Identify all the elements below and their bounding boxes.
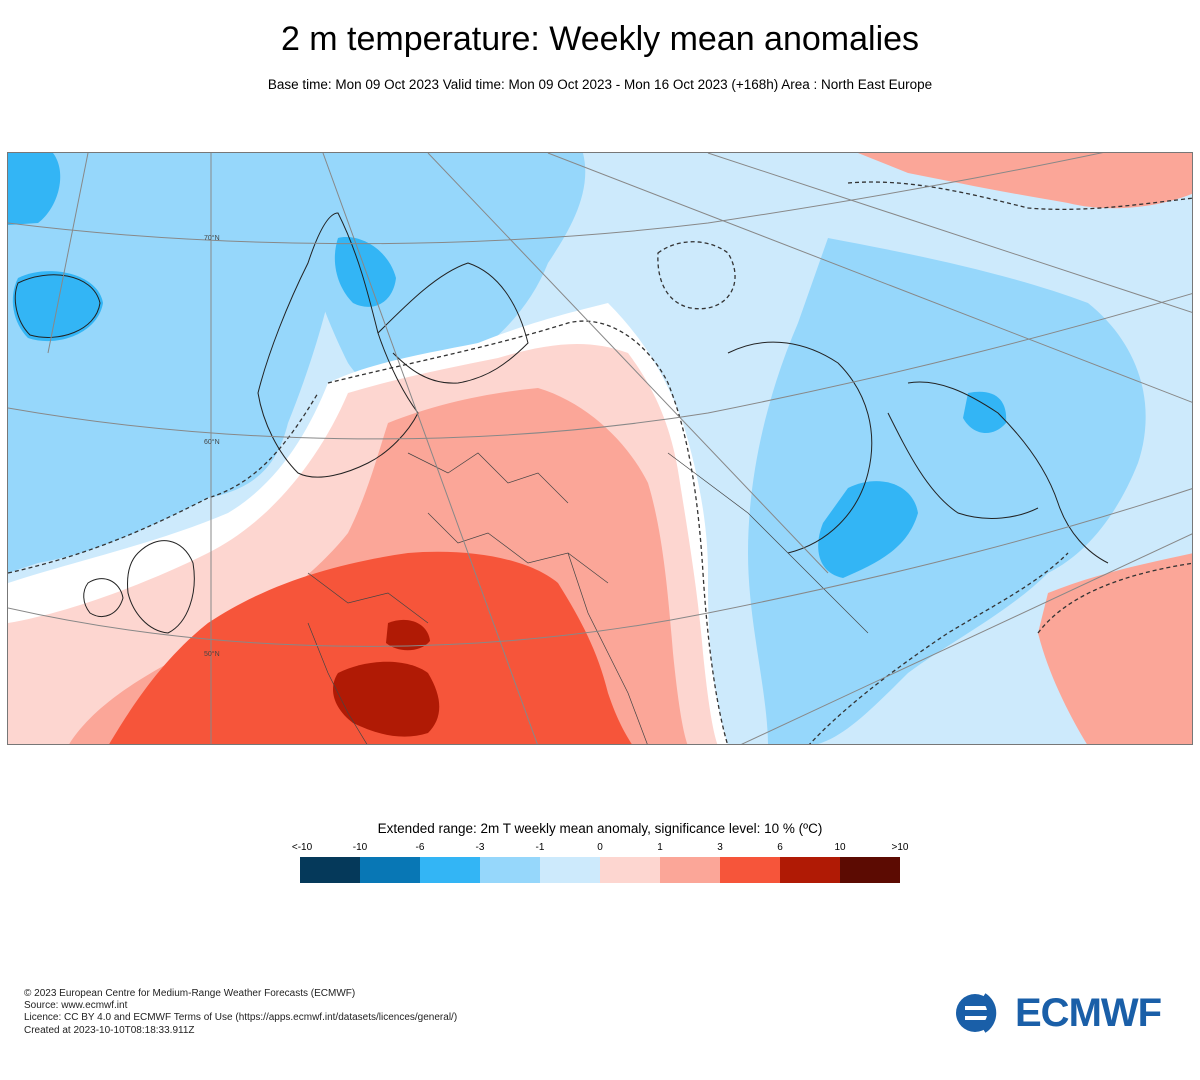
ecmwf-logo: ECMWF: [955, 990, 1180, 1035]
copyright-line: © 2023 European Centre for Medium-Range …: [24, 988, 356, 999]
footer-credits: © 2023 European Centre for Medium-Range …: [24, 988, 457, 1037]
strong-warm-region: [109, 551, 632, 744]
scandinavia-cool-region: [278, 153, 586, 394]
arctic-warm-strip: [858, 153, 1192, 209]
chart-title: 2 m temperature: Weekly mean anomalies: [280, 20, 920, 58]
anomaly-map: 70°N 60°N 50°N: [7, 152, 1193, 745]
cold-patch-urals: [963, 391, 1007, 434]
legend-label: -1: [535, 842, 545, 853]
legend-labels: <-10 -10 -6 -3 -1 0 1 3 6 10 >10: [292, 842, 909, 854]
east-warm-region: [1038, 553, 1192, 744]
legend-title: Extended range: 2m T weekly mean anomaly…: [377, 821, 823, 836]
legend-label: <-10: [291, 842, 313, 853]
legend-swatch: [720, 857, 780, 883]
legend-swatch: [540, 857, 600, 883]
cold-patch-volga: [818, 481, 918, 578]
legend-swatch: [660, 857, 720, 883]
lat-label-70: 70°N: [204, 235, 220, 242]
legend-label: -3: [475, 842, 485, 853]
created-line: Created at 2023-10-10T08:18:33.911Z: [24, 1024, 195, 1036]
atlantic-cool-region: [8, 153, 338, 573]
legend-label: 3: [717, 842, 723, 853]
ecmwf-logo-icon: [956, 993, 1009, 1033]
very-warm-patch-2: [386, 619, 430, 651]
legend-swatch: [480, 857, 540, 883]
source-line: Source: www.ecmwf.int: [24, 1000, 128, 1012]
legend-swatch: [780, 857, 840, 883]
significance-contours: [8, 181, 1192, 744]
lat-label-50: 50°N: [204, 651, 220, 658]
legend-swatch: [360, 857, 420, 883]
legend-swatch: [840, 857, 900, 883]
coastlines: [14, 212, 1109, 634]
legend-label: -6: [415, 842, 425, 853]
legend-swatch: [420, 857, 480, 883]
licence-line: Licence: CC BY 4.0 and ECMWF Terms of Us…: [24, 1012, 458, 1024]
russia-cool-region: [748, 238, 1146, 744]
very-warm-patch: [333, 661, 440, 737]
cold-patch-greenland: [8, 153, 61, 225]
graticule: [8, 153, 1192, 744]
legend-label: 10: [834, 842, 846, 853]
legend-swatch: [300, 857, 360, 883]
logo-text: ECMWF: [1015, 990, 1162, 1035]
cold-patch-norway: [334, 237, 396, 307]
country-borders: [307, 452, 869, 744]
lat-label-60: 60°N: [204, 439, 220, 446]
chart-subtitle: Base time: Mon 09 Oct 2023 Valid time: M…: [267, 77, 933, 92]
legend-label: >10: [891, 842, 909, 853]
legend-label: 6: [777, 842, 783, 853]
legend-colorbar: [300, 857, 900, 883]
legend-label: -10: [352, 842, 368, 853]
legend-swatch: [600, 857, 660, 883]
map-canvas: [8, 153, 1192, 744]
legend-label: 1: [657, 842, 663, 853]
legend-label: 0: [597, 842, 603, 853]
cold-patch-iceland: [12, 271, 103, 342]
